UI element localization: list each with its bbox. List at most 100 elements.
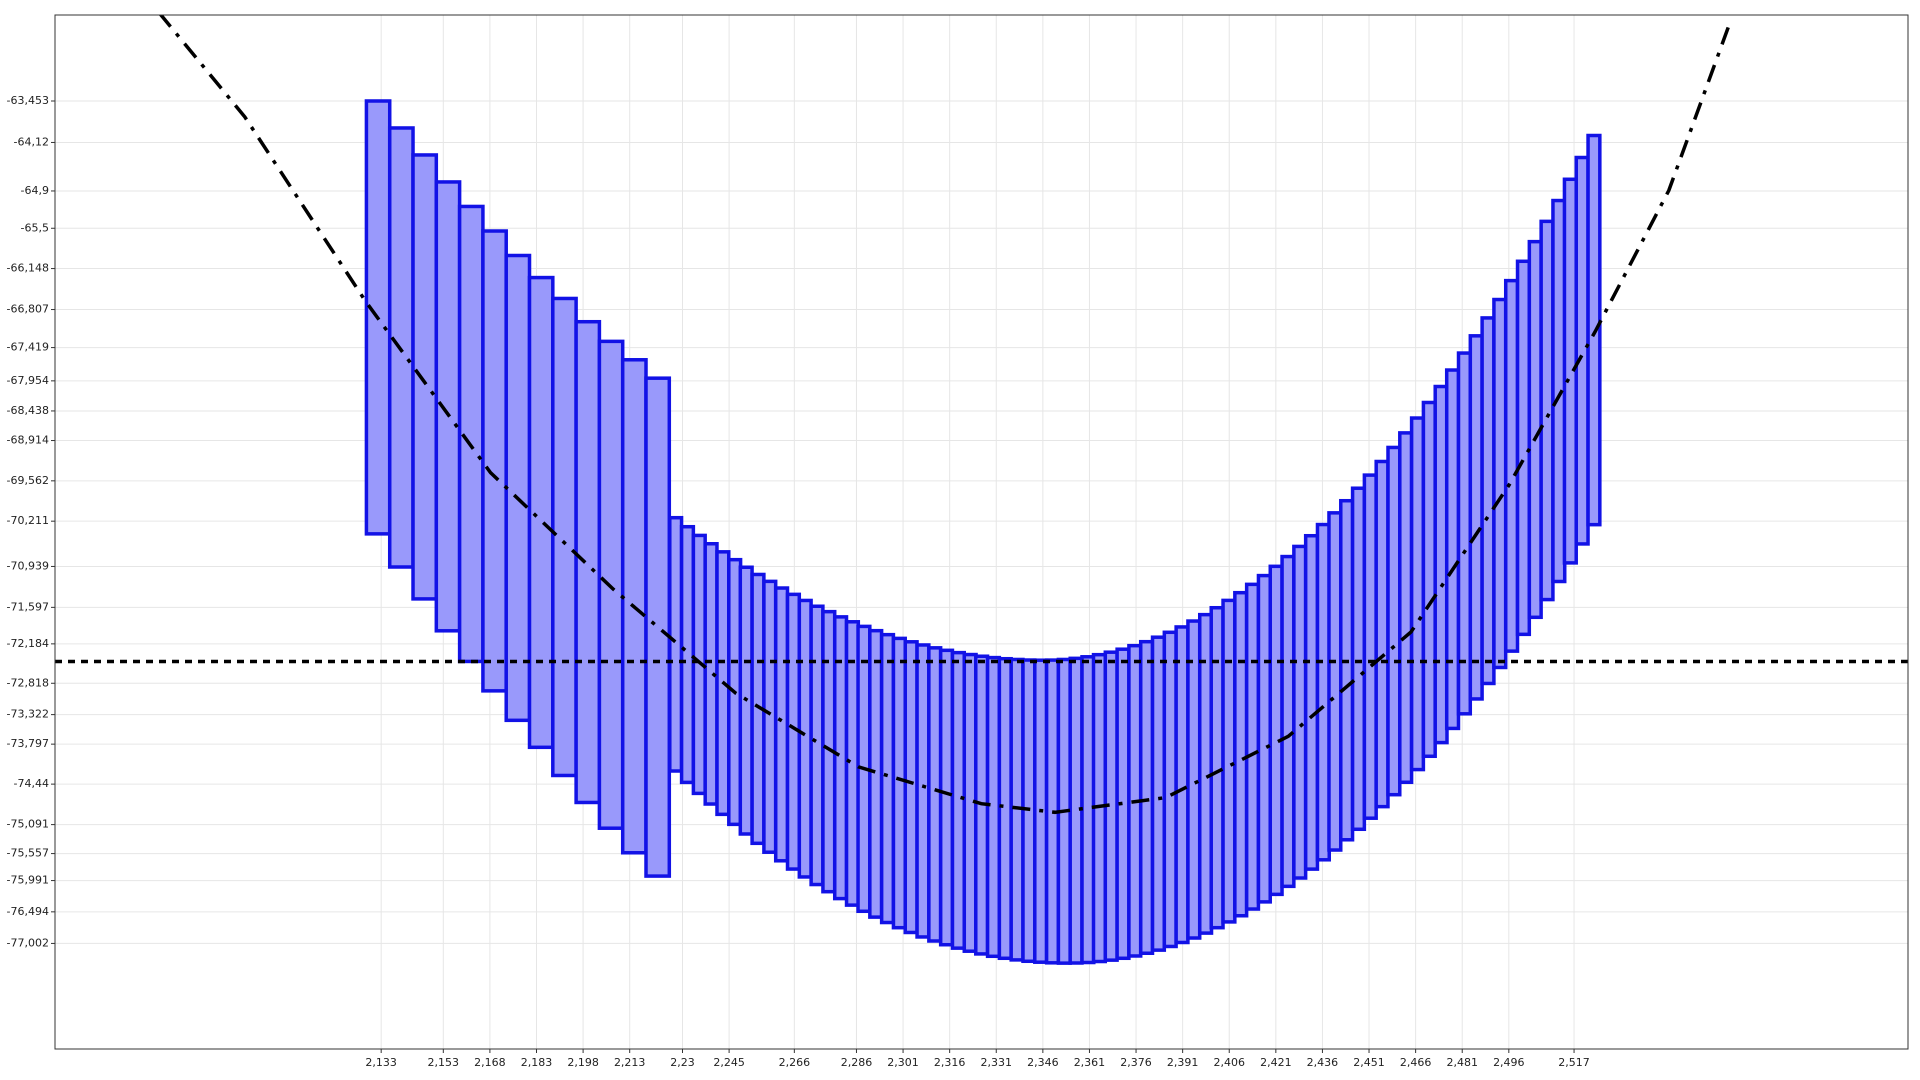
y-tick-label: -69,562 (7, 474, 49, 487)
range-bar (1303, 533, 1320, 871)
x-tick-label: 2,316 (934, 1056, 966, 1069)
x-tick-label: 2,133 (365, 1056, 397, 1069)
range-bar (1162, 630, 1178, 949)
bars (364, 99, 1602, 965)
range-bar (1409, 416, 1426, 772)
range-bar (1480, 316, 1496, 686)
y-tick-label: -64,9 (21, 184, 49, 197)
x-tick-label: 2,245 (713, 1056, 745, 1069)
range-bar (1138, 639, 1155, 955)
range-bar (644, 376, 672, 878)
y-tick-label: -70,211 (7, 514, 49, 527)
x-tick-label: 2,286 (841, 1056, 873, 1069)
plot-frame (54, 14, 1909, 1050)
y-tick-label: -66,807 (7, 303, 49, 316)
range-bar (997, 656, 1013, 961)
range-bar (434, 180, 462, 633)
y-tick-label: -77,002 (7, 936, 49, 949)
range-bar (1209, 605, 1225, 930)
range-bar (1398, 431, 1414, 785)
range-bar (574, 319, 602, 805)
range-bar (1174, 625, 1190, 945)
range-bar (1327, 511, 1343, 852)
y-tick-label: -68,914 (7, 434, 49, 447)
range-bar (915, 643, 931, 939)
range-bar (1468, 334, 1484, 701)
x-tick-label: 2,23 (670, 1056, 695, 1069)
range-bar (832, 615, 849, 901)
range-bar (1244, 582, 1261, 911)
fit-curve (158, 15, 1732, 815)
y-tick-label: -72,184 (7, 637, 49, 650)
range-bar (797, 598, 813, 879)
range-bar (1280, 554, 1296, 889)
axes: -63,453 -64,12 -64,9 -65,5 -66,148 -66,807 -67… (7, 94, 1590, 1069)
x-tick-label: 2,436 (1307, 1056, 1339, 1069)
y-tick-label: -75,091 (7, 818, 49, 831)
range-bar (762, 579, 778, 854)
range-bar (1492, 297, 1508, 670)
range-bar (1586, 133, 1602, 527)
range-bar (1292, 544, 1308, 880)
y-tick-label: -73,797 (7, 737, 49, 750)
x-tick-label: 2,391 (1167, 1056, 1199, 1069)
range-bar (903, 640, 919, 935)
x-tick-label: 2,301 (887, 1056, 919, 1069)
x-tick-label: 2,346 (1027, 1056, 1059, 1069)
range-bar (527, 275, 555, 750)
range-bar (927, 646, 943, 943)
lines (55, 15, 1908, 815)
range-bar (891, 636, 907, 930)
x-tick-label: 2,481 (1446, 1056, 1478, 1069)
range-bar (504, 253, 532, 723)
x-tick-label: 2,213 (614, 1056, 646, 1069)
x-tick-label: 2,421 (1260, 1056, 1292, 1069)
range-bar (809, 604, 825, 887)
y-tick-label: -75,557 (7, 847, 49, 860)
range-bar (1421, 400, 1437, 759)
range-bar (668, 515, 684, 773)
y-tick-label: -68,438 (7, 404, 49, 417)
x-tick-label: 2,466 (1400, 1056, 1432, 1069)
x-tick-label: 2,153 (428, 1056, 460, 1069)
range-bar (1539, 219, 1555, 602)
x-tick-label: 2,331 (981, 1056, 1013, 1069)
range-bar (411, 153, 439, 601)
y-tick-label: -72,818 (7, 676, 49, 689)
y-tick-label: -67,954 (7, 374, 49, 387)
range-bar (950, 650, 966, 950)
x-tick-label: 2,451 (1353, 1056, 1385, 1069)
y-tick-label: -67,419 (7, 341, 49, 354)
range-bar (1515, 259, 1532, 637)
y-tick-label: -65,5 (21, 221, 49, 234)
y-tick-label: -66,148 (7, 262, 49, 275)
x-tick-label: 2,361 (1074, 1056, 1106, 1069)
y-tick-label: -64,12 (14, 135, 49, 148)
range-bar (1233, 590, 1249, 918)
range-bar (1456, 351, 1473, 716)
y-tick-label: -75,991 (7, 874, 49, 887)
y-tick-label: -71,597 (7, 600, 49, 613)
x-tick-label: 2,376 (1120, 1056, 1152, 1069)
range-bar (1386, 445, 1402, 797)
range-bar (868, 628, 884, 919)
range-bar (773, 586, 790, 863)
y-tick-label: -63,453 (7, 94, 49, 107)
x-tick-label: 2,198 (567, 1056, 599, 1069)
range-bar (879, 632, 896, 925)
range-bar (551, 296, 578, 778)
x-tick-label: 2,517 (1558, 1056, 1590, 1069)
x-tick-label: 2,183 (521, 1056, 553, 1069)
y-tick-label: -76,494 (7, 905, 49, 918)
x-tick-label: 2,406 (1213, 1056, 1245, 1069)
range-bar (1350, 486, 1367, 832)
range-bar (1374, 459, 1390, 809)
y-tick-label: -70,939 (7, 559, 49, 572)
range-bar (1256, 573, 1272, 904)
x-tick-label: 2,168 (474, 1056, 506, 1069)
range-bar (1503, 278, 1520, 653)
range-bar (1444, 368, 1461, 731)
range-bar (1268, 564, 1284, 897)
